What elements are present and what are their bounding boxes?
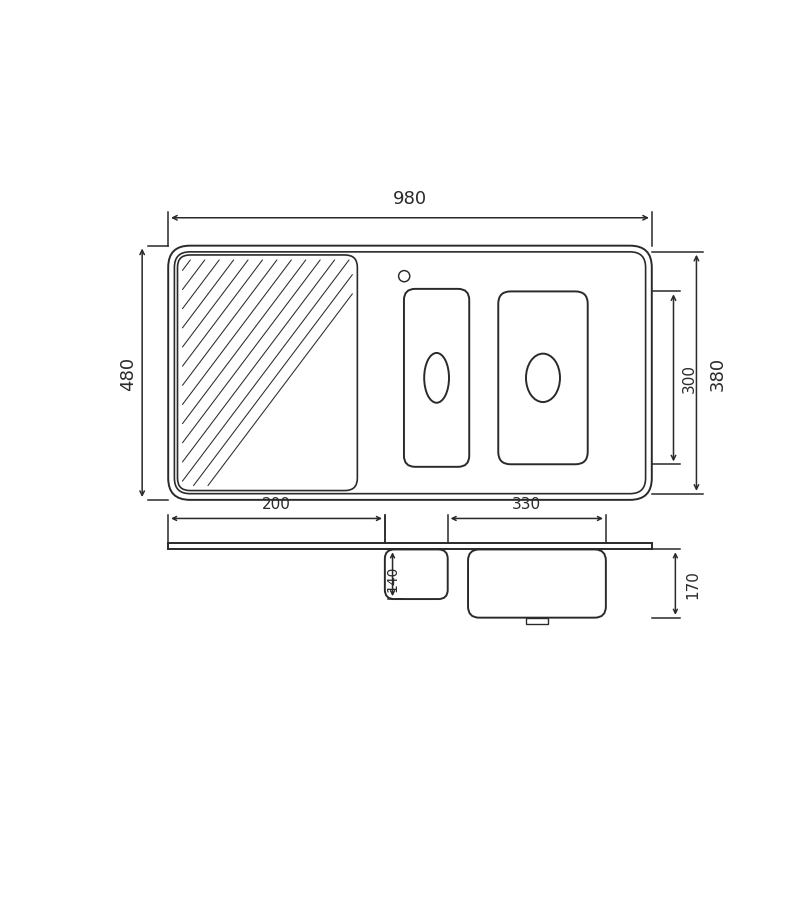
- Text: 330: 330: [512, 496, 542, 511]
- Text: 200: 200: [262, 496, 291, 511]
- Text: 300: 300: [682, 364, 697, 393]
- Text: 170: 170: [686, 569, 700, 599]
- Text: 980: 980: [393, 189, 427, 208]
- FancyBboxPatch shape: [526, 618, 548, 624]
- Text: 140: 140: [386, 565, 399, 591]
- Text: 480: 480: [119, 356, 138, 391]
- Text: 380: 380: [709, 356, 727, 391]
